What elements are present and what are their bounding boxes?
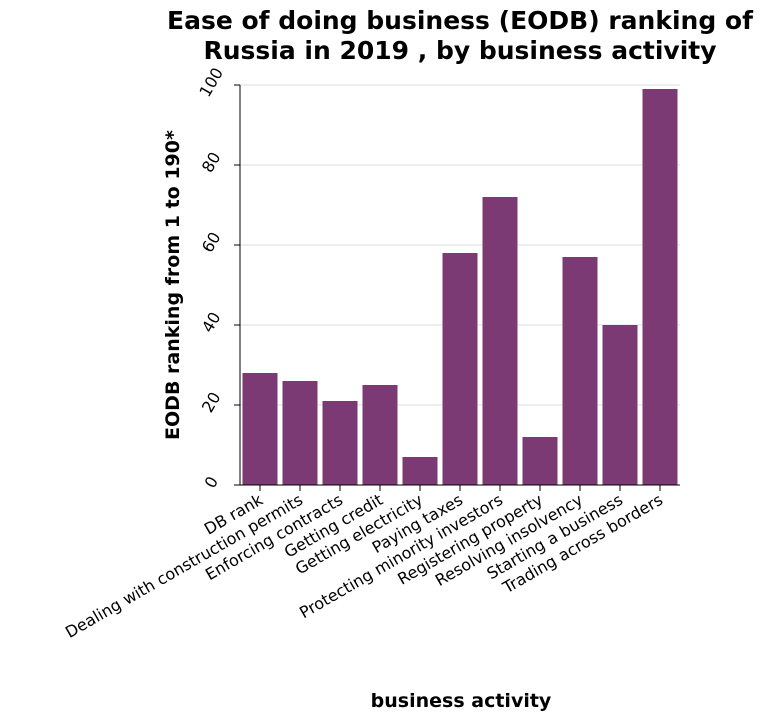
chart-title-line-2: Russia in 2019 , by business activity: [203, 36, 716, 65]
y-axis-title: EODB ranking from 1 to 190*: [162, 130, 184, 440]
bar: [642, 89, 678, 485]
bar: [482, 197, 518, 485]
y-tick-label: 100: [195, 64, 227, 100]
bar: [402, 457, 438, 485]
bar: [442, 253, 478, 485]
bar: [242, 373, 278, 485]
y-tick-label: 0: [200, 473, 222, 491]
y-tick-labels: 0 20 40 60 80 100: [195, 64, 227, 491]
axes: [234, 84, 680, 491]
x-axis-title: business activity: [371, 690, 552, 712]
y-tick-label: 20: [198, 389, 225, 416]
y-tick-label: 80: [198, 149, 225, 176]
y-tick-label: 40: [198, 309, 225, 336]
x-tick-label: Dealing with construction permits: [62, 490, 306, 642]
bars: [242, 89, 678, 485]
bar: [362, 385, 398, 485]
bar: [522, 437, 558, 485]
bar: [322, 401, 358, 485]
bar: [602, 325, 638, 485]
chart-title-line-1: Ease of doing business (EODB) ranking of: [167, 6, 754, 35]
bar: [562, 257, 598, 485]
y-tick-label: 60: [198, 229, 225, 256]
bar: [282, 381, 318, 485]
